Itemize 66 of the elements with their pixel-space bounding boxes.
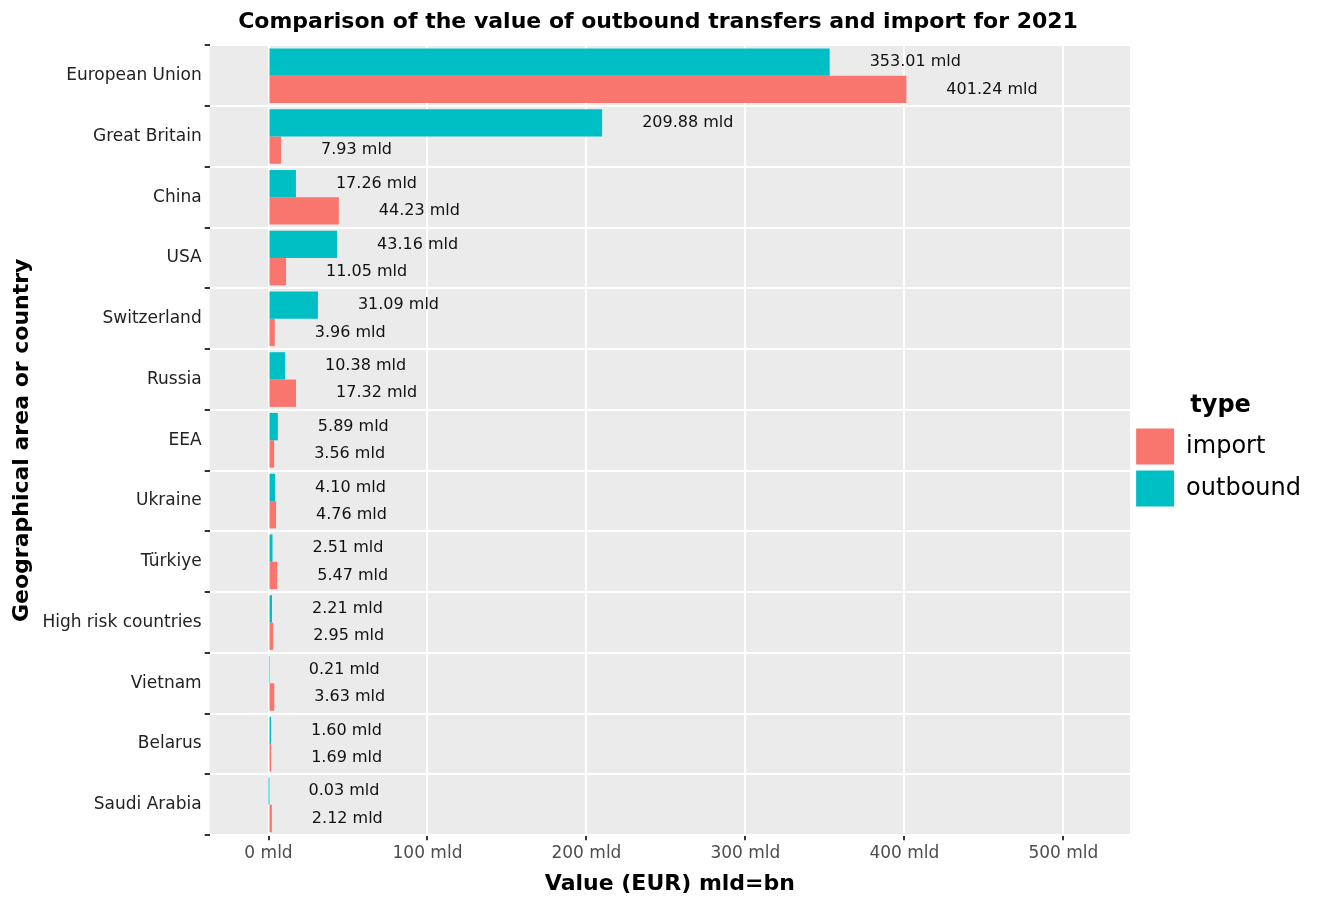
x-tick-label: 200 mld: [551, 841, 622, 862]
data-label: 0.21 mld: [308, 658, 380, 678]
bar: [269, 230, 338, 259]
y-tick-label: Saudi Arabia: [93, 793, 202, 814]
data-label: 31.09 mld: [357, 294, 439, 314]
bar: [269, 136, 282, 164]
y-tick-label: High risk countries: [42, 610, 202, 631]
data-label: 44.23 mld: [378, 200, 460, 220]
data-label: 353.01 mld: [869, 51, 961, 71]
y-tick-label: Russia: [147, 367, 202, 388]
data-label: 2.21 mld: [312, 598, 383, 618]
data-label: 2.51 mld: [312, 537, 384, 557]
bar: [269, 75, 907, 104]
data-label: 17.32 mld: [336, 382, 418, 402]
y-tick-label: Vietnam: [130, 671, 202, 692]
y-tick-label: USA: [166, 246, 203, 267]
data-label: 2.95 mld: [313, 625, 385, 645]
bar: [269, 291, 318, 319]
chart-title: Comparison of the value of outbound transfers and import for 2021: [238, 7, 1078, 33]
data-label: 5.89 mld: [317, 415, 389, 435]
data-label: 0.03 mld: [308, 780, 380, 800]
y-tick-label: European Union: [66, 64, 202, 85]
bar: [269, 379, 297, 407]
data-label: 3.56 mld: [314, 443, 386, 463]
x-axis-title: Value (EUR) mld=bn: [544, 869, 795, 895]
bar: [269, 258, 287, 286]
legend-label: import: [1186, 430, 1266, 459]
y-axis-title: Geographical area or country: [7, 258, 33, 623]
data-label: 3.63 mld: [314, 686, 386, 706]
data-label: 1.60 mld: [311, 719, 382, 739]
y-tick-label: China: [153, 185, 202, 206]
bar: [269, 197, 339, 225]
data-label: 7.93 mld: [321, 139, 393, 159]
bar: [269, 48, 830, 76]
legend-label: outbound: [1186, 472, 1302, 501]
y-tick-label: Switzerland: [102, 307, 202, 328]
data-label: 4.76 mld: [316, 503, 387, 523]
data-label: 1.69 mld: [311, 746, 383, 766]
bar: [269, 352, 285, 380]
y-tick-label: Great Britain: [92, 124, 202, 145]
x-tick-label: 400 mld: [869, 841, 940, 862]
bar: [269, 169, 296, 198]
data-label: 209.88 mld: [642, 112, 734, 132]
data-label: 11.05 mld: [326, 260, 408, 280]
data-label: 10.38 mld: [325, 355, 407, 375]
bar: [269, 501, 277, 529]
data-label: 401.24 mld: [946, 78, 1038, 98]
data-label: 17.26 mld: [335, 172, 418, 192]
x-tick-label: 300 mld: [710, 841, 781, 862]
x-tick-label: 100 mld: [392, 841, 463, 862]
y-tick-label: Belarus: [137, 732, 202, 753]
legend-title: type: [1190, 389, 1251, 418]
y-tick-label: EEA: [168, 428, 203, 449]
bar: [269, 561, 278, 590]
x-tick-label: 0 mld: [244, 841, 293, 862]
data-label: 2.12 mld: [311, 807, 383, 827]
bar: [269, 318, 275, 347]
data-label: 5.47 mld: [317, 564, 389, 584]
data-label: 3.96 mld: [314, 321, 386, 341]
data-label: 43.16 mld: [377, 233, 459, 253]
bar: [269, 109, 603, 137]
data-label: 4.10 mld: [315, 476, 386, 496]
x-tick-label: 500 mld: [1028, 841, 1099, 862]
y-tick-label: Türkiye: [139, 550, 202, 571]
y-tick-label: Ukraine: [136, 489, 202, 510]
bar: [269, 412, 278, 441]
